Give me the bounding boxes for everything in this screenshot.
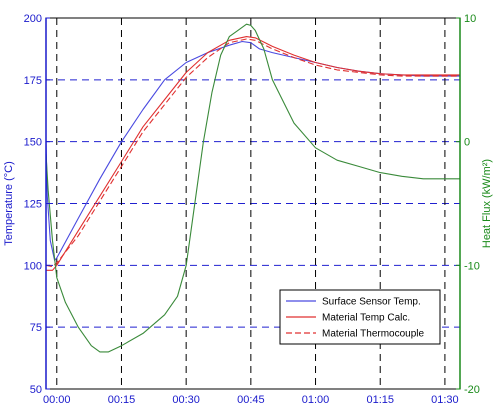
series-layer — [45, 23, 460, 353]
y-left-tick-label: 100 — [24, 260, 42, 272]
legend-label: Material Temp Calc. — [322, 313, 410, 324]
y-right-tick-label: -10 — [464, 260, 480, 272]
y-left-axis-title: Temperature (°C) — [3, 161, 15, 245]
x-tick-label: 00:30 — [172, 394, 200, 406]
y-right-tick-label: -20 — [464, 384, 480, 396]
y-right-tick-label: 0 — [464, 137, 470, 149]
x-tick-label: 01:15 — [366, 394, 394, 406]
y-left-tick-label: 175 — [24, 75, 42, 87]
y-left-tick-label: 50 — [30, 384, 42, 396]
x-tick-label: 00:45 — [237, 394, 265, 406]
y-left-tick-label: 200 — [24, 13, 42, 25]
y-left-tick-label: 75 — [30, 322, 42, 334]
x-tick-label: 01:00 — [302, 394, 330, 406]
legend: Surface Sensor Temp. Material Temp Calc. M… — [279, 289, 441, 345]
x-tick-label: 00:15 — [108, 394, 136, 406]
series-line-heat-flux — [45, 23, 460, 353]
series-line-material-thermocouple — [45, 38, 460, 268]
y-left-tick-label: 125 — [24, 199, 42, 211]
series-line-material-temp-calc — [46, 36, 460, 271]
y-right-axis-title: Heat Flux (kW/m²) — [481, 159, 493, 248]
x-tick-label: 00:00 — [43, 394, 71, 406]
x-tick-label: 01:30 — [431, 394, 459, 406]
tick-labels: 50 75 100 125 150 175 200 -20 -10 0 10 00:00 00:15 00… — [24, 13, 480, 406]
y-left-tick-label: 150 — [24, 137, 42, 149]
y-right-tick-label: 10 — [464, 13, 476, 25]
legend-label: Material Thermocouple — [322, 329, 425, 340]
grid-lines — [46, 18, 460, 389]
legend-label: Surface Sensor Temp. — [322, 297, 421, 308]
